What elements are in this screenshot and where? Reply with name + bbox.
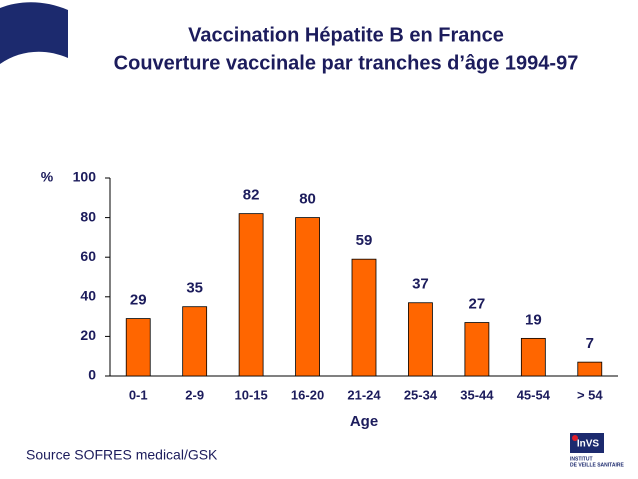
value-label: 59 xyxy=(356,232,373,249)
logo-line: DE VEILLE SANITAIRE xyxy=(570,462,624,468)
value-label: 80 xyxy=(299,191,316,208)
value-label: 37 xyxy=(412,276,429,293)
x-tick-label: 25-34 xyxy=(404,387,438,402)
value-label: 35 xyxy=(186,280,203,297)
logo-box xyxy=(570,433,604,453)
bar xyxy=(408,302,433,377)
y-tick-label: 80 xyxy=(80,208,96,224)
logo-line: INSTITUT xyxy=(570,456,593,462)
logo-dot xyxy=(572,435,578,441)
x-tick-label: 10-15 xyxy=(234,387,267,402)
y-tick-label: 40 xyxy=(80,288,96,304)
y-tick-label: 60 xyxy=(80,248,96,264)
value-label: 19 xyxy=(525,311,542,328)
value-label: 7 xyxy=(586,335,594,352)
source: Source SOFRES medical/GSK xyxy=(26,447,218,463)
value-label: 27 xyxy=(469,296,486,313)
x-tick-label: > 54 xyxy=(577,387,603,402)
y-tick-label: 20 xyxy=(80,327,96,343)
x-tick-label: 35-44 xyxy=(460,387,494,402)
bar xyxy=(238,213,264,377)
flag xyxy=(0,2,68,65)
y-tick-label: 0 xyxy=(88,367,96,383)
x-tick-label: 0-1 xyxy=(129,387,148,402)
bar xyxy=(520,337,546,377)
value-label: 82 xyxy=(243,187,260,204)
value-label: 29 xyxy=(130,292,147,309)
x-tick-label: 16-20 xyxy=(291,387,324,402)
bar xyxy=(464,322,490,377)
bar xyxy=(295,217,320,377)
x-tick-label: 45-54 xyxy=(517,387,551,402)
bar xyxy=(577,361,603,377)
bar xyxy=(125,318,151,377)
bar xyxy=(351,258,377,377)
y-axis-label: % xyxy=(41,169,54,185)
logo-name: InVS xyxy=(577,439,600,450)
x-tick-label: 2-9 xyxy=(185,387,204,402)
x-axis-label: Age xyxy=(350,413,378,430)
logo: InVS INSTITUT DE VEILLE SANITAIRE xyxy=(570,433,624,468)
bar xyxy=(182,306,208,377)
chart-subtitle: Couverture vaccinale par tranches d’âge … xyxy=(114,52,579,74)
x-tick-label: 21-24 xyxy=(347,387,381,402)
chart-title: Vaccination Hépatite B en France xyxy=(188,24,504,46)
y-tick-label: 100 xyxy=(73,169,97,185)
